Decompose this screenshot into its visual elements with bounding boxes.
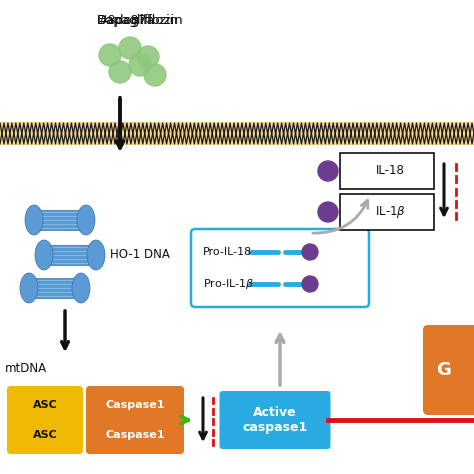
Text: Dapagliflozin: Dapagliflozin [97,13,179,27]
Text: G: G [437,361,451,379]
Bar [0,122,474,145]
FancyBboxPatch shape [29,278,81,298]
Circle shape [99,44,121,66]
FancyBboxPatch shape [34,210,86,230]
Circle shape [302,244,318,260]
Circle shape [318,161,338,181]
Ellipse shape [35,240,53,270]
FancyBboxPatch shape [340,194,434,230]
FancyBboxPatch shape [219,391,330,449]
Circle shape [302,276,318,292]
Text: Pro-IL-18: Pro-IL-18 [203,247,252,257]
Text: Active
caspase1: Active caspase1 [242,406,308,434]
Text: HO-1 DNA: HO-1 DNA [110,248,170,262]
FancyBboxPatch shape [340,153,434,189]
Text: IL-18: IL-18 [375,164,404,177]
Text: ASC: ASC [33,430,57,440]
FancyBboxPatch shape [423,325,474,415]
Text: IL-1$\beta$: IL-1$\beta$ [374,204,405,220]
Text: Caspase1: Caspase1 [105,430,165,440]
FancyBboxPatch shape [7,416,83,454]
FancyBboxPatch shape [86,386,184,424]
Text: Dapagliflozin: Dapagliflozin [97,13,184,27]
Ellipse shape [77,205,95,235]
Text: Pro-IL-1$\beta$: Pro-IL-1$\beta$ [203,277,255,291]
Text: #8dc87a: #8dc87a [97,13,154,27]
FancyBboxPatch shape [7,386,83,424]
Circle shape [137,46,159,68]
Circle shape [129,54,151,76]
FancyBboxPatch shape [44,245,96,265]
Text: Caspase1: Caspase1 [105,400,165,410]
Text: mtDNA: mtDNA [5,362,47,374]
Circle shape [109,61,131,83]
Ellipse shape [87,240,105,270]
Ellipse shape [20,273,38,303]
Circle shape [144,64,166,86]
Ellipse shape [72,273,90,303]
FancyBboxPatch shape [86,416,184,454]
Text: ASC: ASC [33,400,57,410]
Ellipse shape [25,205,43,235]
FancyBboxPatch shape [191,229,369,307]
Circle shape [119,37,141,59]
Circle shape [318,202,338,222]
FancyArrowPatch shape [313,201,368,233]
